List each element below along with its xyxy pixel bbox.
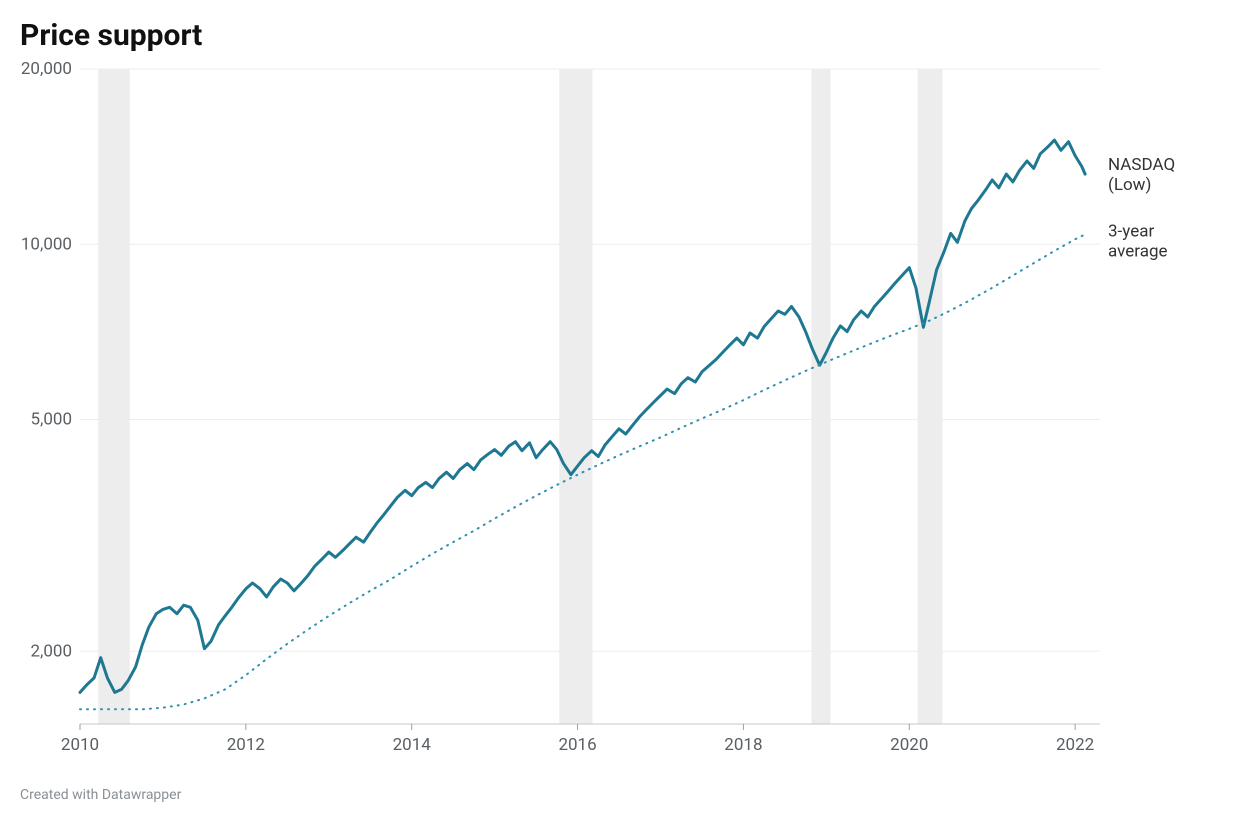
chart-title: Price support <box>20 18 1220 53</box>
plot-area: 2,000 5,000 10,000 20,000 2010 2012 2014 2016 20… <box>20 59 1220 779</box>
series-label-secondary: average <box>1108 241 1168 261</box>
chart-svg: 2,000 5,000 10,000 20,000 2010 2012 2014 2016 20… <box>20 59 1220 779</box>
y-tick-label: 20,000 <box>21 59 72 79</box>
y-tick-label: 2,000 <box>30 641 72 661</box>
x-tick-label: 2016 <box>558 735 596 755</box>
shaded-band <box>559 69 592 724</box>
y-tick-label: 10,000 <box>21 234 72 254</box>
series-label-primary: NASDAQ <box>1108 155 1175 175</box>
shaded-band <box>811 69 830 724</box>
chart-container: Price support 2,000 5,000 10,000 20,000 2010… <box>0 0 1240 840</box>
x-tick-label: 2010 <box>61 735 99 755</box>
x-tick-label: 2020 <box>890 735 928 755</box>
x-tick-label: 2018 <box>724 735 762 755</box>
x-tick-label: 2022 <box>1056 735 1094 755</box>
shaded-band <box>918 69 943 724</box>
series-label-primary: (Low) <box>1108 175 1151 195</box>
chart-credit: Created with Datawrapper <box>20 787 1220 803</box>
x-tick-label: 2012 <box>227 735 265 755</box>
shaded-band <box>98 69 130 724</box>
y-tick-label: 5,000 <box>30 410 72 430</box>
x-tick-label: 2014 <box>393 735 432 755</box>
series-label-secondary: 3-year <box>1108 221 1154 241</box>
